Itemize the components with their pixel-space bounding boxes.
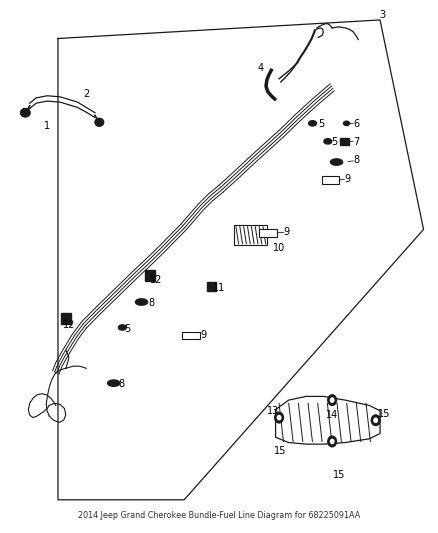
Text: 11: 11 bbox=[213, 282, 225, 293]
FancyBboxPatch shape bbox=[234, 225, 267, 245]
Circle shape bbox=[328, 436, 336, 447]
Text: 8: 8 bbox=[148, 297, 155, 308]
Text: 2014 Jeep Grand Cherokee Bundle-Fuel Line Diagram for 68225091AA: 2014 Jeep Grand Cherokee Bundle-Fuel Lin… bbox=[78, 511, 360, 520]
Text: 4: 4 bbox=[257, 63, 263, 72]
Ellipse shape bbox=[309, 120, 317, 126]
Text: 9: 9 bbox=[283, 227, 290, 237]
Circle shape bbox=[371, 415, 380, 425]
Text: 5: 5 bbox=[331, 137, 337, 147]
Text: 5: 5 bbox=[318, 119, 325, 130]
Ellipse shape bbox=[330, 159, 343, 165]
Ellipse shape bbox=[95, 118, 104, 126]
Text: 12: 12 bbox=[150, 274, 162, 285]
Text: 9: 9 bbox=[201, 330, 207, 341]
Text: 5: 5 bbox=[124, 324, 131, 334]
Circle shape bbox=[330, 398, 334, 402]
Text: 3: 3 bbox=[379, 10, 385, 20]
Circle shape bbox=[328, 395, 336, 406]
Text: 15: 15 bbox=[378, 409, 391, 419]
Text: 10: 10 bbox=[273, 243, 285, 253]
Text: 12: 12 bbox=[63, 320, 75, 330]
Ellipse shape bbox=[343, 121, 350, 125]
Text: 15: 15 bbox=[274, 446, 286, 456]
Text: 13: 13 bbox=[267, 406, 279, 416]
Bar bbox=[61, 313, 71, 324]
Text: 6: 6 bbox=[353, 119, 359, 130]
Text: 9: 9 bbox=[344, 174, 350, 184]
Text: 7: 7 bbox=[353, 137, 359, 147]
Circle shape bbox=[330, 439, 334, 443]
Circle shape bbox=[277, 416, 281, 419]
Ellipse shape bbox=[118, 325, 126, 330]
Ellipse shape bbox=[324, 139, 332, 144]
Bar bbox=[322, 176, 339, 184]
Ellipse shape bbox=[21, 109, 30, 117]
Bar bbox=[340, 138, 349, 144]
Text: 1: 1 bbox=[44, 121, 50, 131]
Text: 8: 8 bbox=[118, 379, 124, 389]
Bar bbox=[259, 229, 277, 237]
Text: 14: 14 bbox=[326, 410, 338, 420]
Circle shape bbox=[374, 418, 378, 422]
Ellipse shape bbox=[135, 299, 148, 305]
Text: 8: 8 bbox=[353, 156, 359, 165]
Bar bbox=[207, 282, 216, 291]
Bar bbox=[145, 270, 155, 281]
Text: 2: 2 bbox=[83, 89, 89, 99]
Bar bbox=[183, 332, 200, 339]
Ellipse shape bbox=[108, 380, 120, 386]
Text: 15: 15 bbox=[332, 470, 345, 480]
Circle shape bbox=[275, 413, 283, 423]
